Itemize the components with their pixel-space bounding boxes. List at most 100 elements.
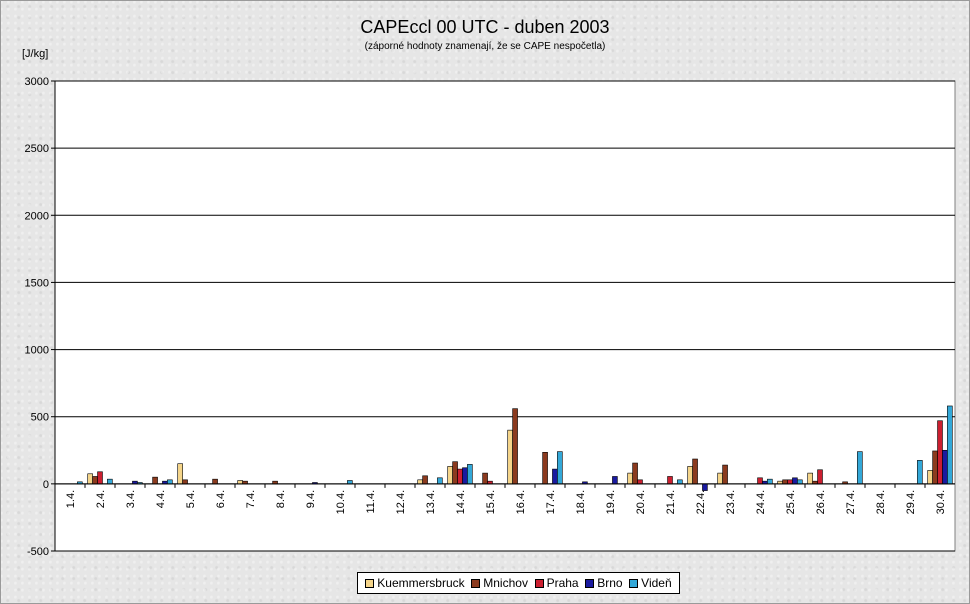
legend-label: Kuemmersbruck	[377, 576, 465, 590]
bar	[702, 483, 708, 491]
x-tick-label: 14.4.	[455, 490, 467, 514]
bar	[87, 473, 93, 485]
x-tick-label: 26.4.	[815, 490, 827, 514]
bar	[152, 476, 158, 485]
x-tick-label: 27.4.	[845, 490, 857, 514]
y-tick-label: 1500	[25, 277, 49, 289]
bar	[692, 458, 698, 485]
bar	[177, 463, 183, 485]
x-tick-label: 12.4.	[395, 490, 407, 514]
bar	[512, 408, 518, 485]
x-tick-label: 2.4.	[95, 490, 107, 508]
bar	[792, 477, 798, 485]
bar	[932, 450, 938, 485]
x-tick-label: 7.4.	[245, 490, 257, 508]
bar	[937, 420, 943, 485]
bar	[927, 470, 933, 485]
x-tick-label: 25.4.	[785, 490, 797, 514]
bar	[767, 478, 773, 485]
bar	[167, 479, 173, 485]
x-tick-label: 22.4.	[695, 490, 707, 514]
y-axis-label: [J/kg]	[22, 48, 49, 60]
bar	[182, 479, 188, 485]
x-tick-label: 8.4.	[275, 490, 287, 508]
plot-background	[54, 80, 956, 552]
bar	[782, 479, 788, 485]
x-tick-label: 9.4.	[305, 490, 317, 508]
bar	[942, 449, 948, 485]
legend-swatch	[365, 578, 375, 588]
x-tick-label: 23.4.	[725, 490, 737, 514]
y-tick-label: 1000	[25, 345, 49, 357]
bar	[947, 405, 953, 485]
legend-item: Videň	[629, 576, 672, 590]
bar	[552, 468, 558, 485]
bar	[462, 467, 468, 485]
x-tick-label: 29.4.	[905, 490, 917, 514]
legend-item: Brno	[585, 576, 623, 590]
bar	[667, 476, 673, 485]
x-tick-label: 18.4.	[575, 490, 587, 514]
x-tick-label: 30.4.	[935, 490, 947, 514]
x-tick-label: 15.4.	[485, 490, 497, 514]
bar	[722, 464, 728, 485]
legend-swatch	[471, 578, 481, 588]
x-tick-label: 19.4.	[605, 490, 617, 514]
x-tick-label: 24.4.	[755, 490, 767, 514]
x-tick-label: 20.4.	[635, 490, 647, 514]
bar	[637, 479, 643, 485]
x-tick-label: 17.4.	[545, 490, 557, 514]
legend-swatch	[629, 578, 639, 588]
legend-label: Praha	[546, 576, 579, 590]
bar	[632, 462, 638, 485]
legend-label: Mnichov	[483, 576, 528, 590]
legend-label: Videň	[641, 576, 672, 590]
legend-item: Mnichov	[471, 576, 528, 590]
bar	[857, 451, 863, 485]
bar	[422, 475, 428, 485]
bar	[627, 472, 633, 485]
y-tick-label: 2500	[25, 143, 49, 155]
bar	[507, 429, 513, 485]
legend-label: Brno	[597, 576, 623, 590]
x-tick-label: 21.4.	[665, 490, 677, 514]
x-tick-label: 5.4.	[185, 490, 197, 508]
bar	[757, 477, 763, 485]
bar	[452, 461, 458, 485]
legend-swatch	[585, 578, 595, 588]
bar	[347, 480, 353, 485]
bar	[107, 478, 113, 485]
bar	[237, 480, 243, 485]
y-tick-label: 2000	[25, 210, 49, 222]
legend-item: Kuemmersbruck	[365, 576, 465, 590]
x-tick-label: 16.4.	[515, 490, 527, 514]
legend-swatch	[534, 578, 544, 588]
y-tick-label: 0	[43, 479, 49, 491]
bar	[212, 478, 218, 485]
bar	[817, 469, 823, 485]
bar	[787, 479, 793, 485]
x-tick-label: 6.4.	[215, 490, 227, 508]
bar	[797, 479, 803, 485]
legend-item: Praha	[534, 576, 579, 590]
y-tick-label: 500	[31, 412, 49, 424]
y-tick-label: 3000	[25, 76, 49, 88]
chart-title: CAPEccl 00 UTC - duben 2003	[360, 17, 610, 37]
bar	[917, 460, 923, 485]
x-tick-label: 28.4.	[875, 490, 887, 514]
bar	[417, 479, 423, 485]
x-tick-label: 10.4.	[335, 490, 347, 514]
bar	[92, 476, 98, 485]
bar	[467, 464, 473, 485]
bar	[447, 466, 453, 485]
bar	[807, 472, 813, 485]
legend: Kuemmersbruck Mnichov Praha Brno Videň	[357, 572, 680, 594]
y-tick-label: -500	[27, 546, 49, 558]
bar	[612, 476, 618, 485]
bar	[97, 471, 103, 485]
x-tick-label: 3.4.	[125, 490, 137, 508]
bar	[482, 472, 488, 485]
x-tick-label: 4.4.	[155, 490, 167, 508]
bar	[437, 477, 443, 485]
